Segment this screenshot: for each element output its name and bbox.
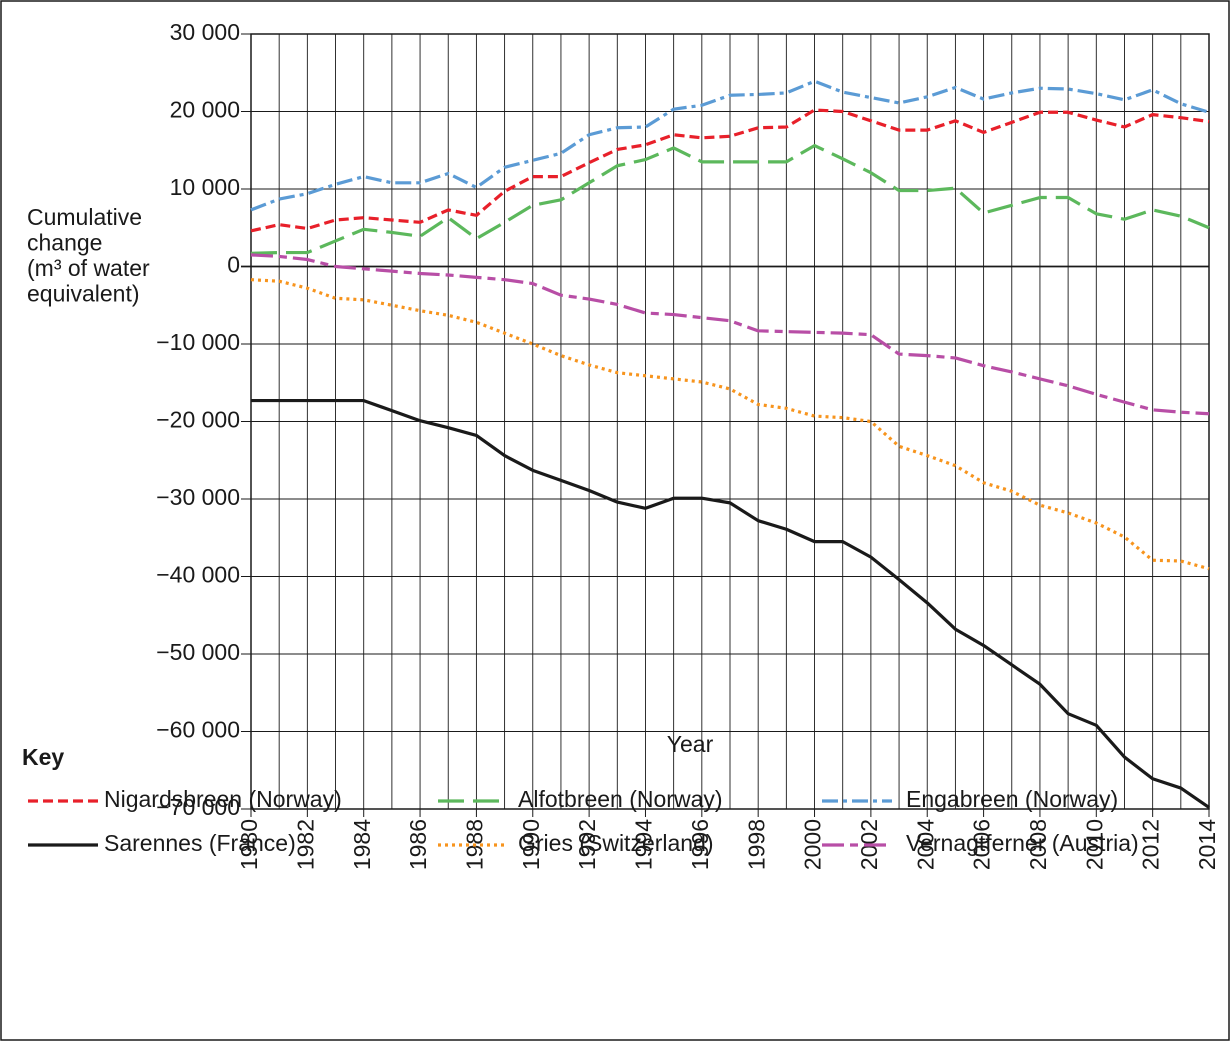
legend-title: Key [22, 744, 64, 770]
series-line [250, 108, 1210, 233]
x-tick-label: 1990 [518, 819, 544, 870]
y-axis-label: Cumulative [27, 204, 142, 230]
y-axis-label: change [27, 230, 102, 256]
y-tick-label: −40 000 [156, 562, 240, 588]
plot-border [250, 33, 1210, 810]
x-tick-label: 1982 [292, 819, 318, 870]
legend-label: Vernagtferner (Austria) [906, 830, 1139, 856]
x-tick-label: 1980 [236, 819, 262, 870]
y-tick-label: −60 000 [156, 717, 240, 743]
y-tick-label: 0 [227, 252, 240, 278]
x-tick-label: 2012 [1138, 819, 1164, 870]
x-axis-label: Year [667, 731, 714, 757]
series-line [251, 398, 1210, 809]
series-line [250, 253, 1210, 416]
y-tick-label: −20 000 [156, 407, 240, 433]
x-tick-label: 1994 [631, 819, 657, 870]
x-tick-label: 2000 [800, 819, 826, 870]
x-tick-label: 1998 [743, 819, 769, 870]
y-axis-label: (m³ of water [27, 255, 150, 281]
y-tick-label: −70 000 [156, 794, 240, 820]
legend-label: Gries (Switzerland) [518, 830, 714, 856]
y-tick-label: −50 000 [156, 639, 240, 665]
x-tick-label: 1996 [687, 819, 713, 870]
y-tick-label: −10 000 [156, 329, 240, 355]
x-tick-label: 2014 [1194, 819, 1220, 870]
x-tick-label: 1992 [574, 819, 600, 870]
legend-label: Engabreen (Norway) [906, 786, 1118, 812]
x-tick-label: 2006 [969, 819, 995, 870]
x-tick-label: 1984 [349, 819, 375, 870]
x-tick-label: 1986 [405, 819, 431, 870]
y-tick-label: 20 000 [170, 97, 240, 123]
legend-label: Sarennes (France) [104, 830, 296, 856]
y-axis-label: equivalent) [27, 281, 140, 307]
x-tick-label: 2004 [912, 819, 938, 870]
series-line [250, 79, 1210, 212]
series-line [250, 144, 1210, 255]
y-tick-label: 10 000 [170, 174, 240, 200]
y-tick-label: 30 000 [170, 19, 240, 45]
y-tick-label: −30 000 [156, 484, 240, 510]
legend-label: Alfotbreen (Norway) [518, 786, 723, 812]
x-tick-label: 2008 [1025, 819, 1051, 870]
legend-label: Nigardsbreen (Norway) [104, 786, 342, 812]
series-line [250, 278, 1210, 571]
x-tick-label: 2010 [1081, 819, 1107, 870]
